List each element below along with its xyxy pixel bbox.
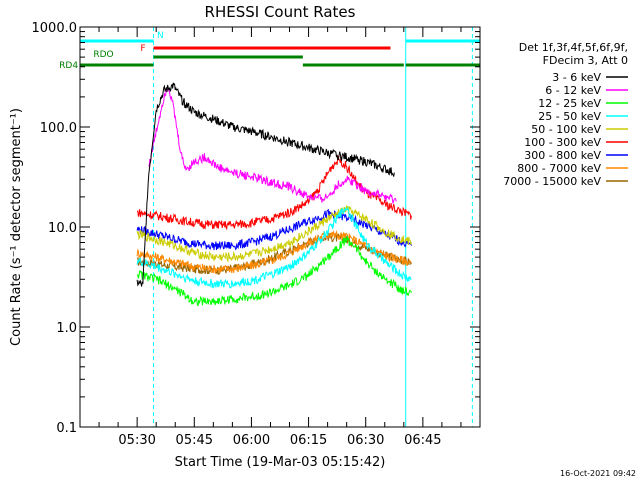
series-line-25to50kev	[136, 206, 412, 289]
series-line-800to7000kev	[136, 230, 412, 274]
legend-entry-label: 12 - 25 keV	[538, 97, 601, 110]
legend-entry-label: 50 - 100 keV	[531, 123, 601, 136]
series-line-300to800kev	[136, 208, 412, 251]
x-tick-label: 06:30	[347, 433, 384, 448]
flag-label-n: N	[157, 31, 164, 41]
legend-entry-label: 3 - 6 keV	[552, 71, 601, 84]
y-tick-label: 10.0	[48, 221, 77, 236]
x-tick-label: 05:30	[118, 433, 155, 448]
plot-area: N F RDO RD4	[59, 27, 480, 427]
footer-date: 16-Oct-2021 09:42	[560, 469, 636, 478]
y-tick-label: 0.1	[56, 421, 77, 436]
chart-title: RHESSI Count Rates	[205, 3, 356, 21]
x-tick-label: 05:45	[176, 433, 213, 448]
legend-entry-label: 25 - 50 keV	[538, 110, 601, 123]
y-tick-label: 1.0	[56, 321, 77, 336]
y-tick-label: 100.0	[40, 121, 77, 136]
y-axis-label: Count Rate (s⁻¹ detector segment⁻¹)	[9, 108, 24, 346]
series-line-50to100kev	[136, 204, 412, 263]
axes: 0.1 1.0 10.0 100.0 1000.0 05:30 05:45 06:00 06:1…	[32, 21, 480, 448]
legend-header-line: Det 1f,3f,4f,5f,6f,9f,	[519, 41, 628, 54]
series-line-12to25kev	[136, 235, 412, 306]
legend: Det 1f,3f,4f,5f,6f,9f,FDecim 3, Att 0 3 -…	[503, 41, 628, 188]
legend-entry-label: 6 - 12 keV	[545, 84, 601, 97]
legend-entry-label: 300 - 800 keV	[524, 149, 601, 162]
legend-entry-label: 800 - 7000 keV	[517, 162, 601, 175]
y-tick-label: 1000.0	[32, 21, 78, 36]
plot-frame	[79, 26, 481, 428]
flag-label-rd4: RD4	[59, 61, 78, 71]
legend-entry-label: 100 - 300 keV	[524, 136, 601, 149]
legend-header-line: FDecim 3, Att 0	[543, 54, 628, 67]
x-axis-label: Start Time (19-Mar-03 05:15:42)	[175, 455, 386, 470]
flag-label-rdo: RDO	[93, 50, 113, 60]
series-line-3to6kev	[136, 82, 395, 287]
legend-entry-label: 7000 - 15000 keV	[503, 175, 601, 188]
x-tick-label: 06:45	[404, 433, 441, 448]
series-line-6to12kev	[148, 88, 397, 204]
x-tick-label: 06:15	[290, 433, 327, 448]
series-line-100to300kev	[136, 155, 412, 231]
x-tick-label: 06:00	[233, 433, 270, 448]
flag-label-f: F	[140, 44, 145, 54]
